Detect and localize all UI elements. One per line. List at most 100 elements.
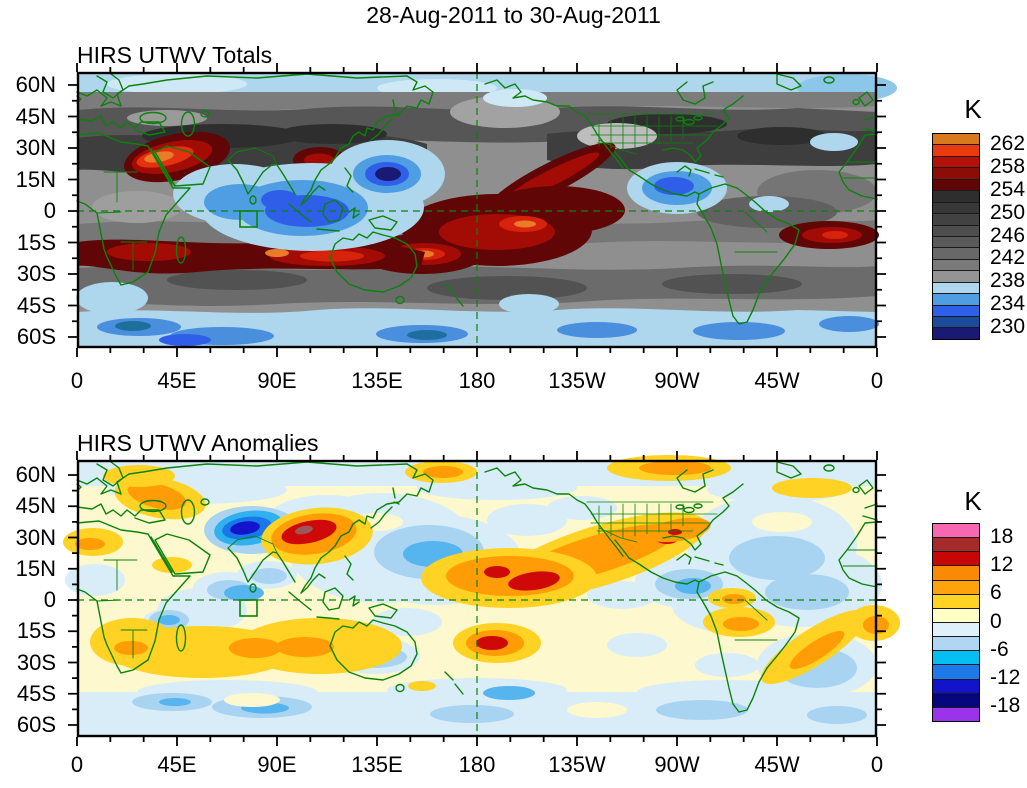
anomalies-map bbox=[63, 451, 900, 746]
colorbar-cell bbox=[933, 679, 979, 694]
colorbar-tick-label: 18 bbox=[990, 525, 1014, 549]
colorbar-cell bbox=[933, 707, 979, 721]
colorbar-cell bbox=[933, 259, 979, 272]
colorbar-cell bbox=[933, 168, 979, 180]
axis-ticks bbox=[68, 451, 886, 746]
colorbar-cell bbox=[933, 608, 979, 623]
lat-tick-label: 15S bbox=[16, 229, 56, 255]
colorbar-cell bbox=[933, 665, 979, 680]
anomalies-contour-fills bbox=[63, 455, 900, 737]
colorbar-cell bbox=[933, 271, 979, 283]
colorbar-tick-label: 6 bbox=[990, 581, 1002, 605]
colorbar-cell bbox=[933, 248, 979, 260]
lat-tick-label: 30S bbox=[16, 649, 56, 675]
colorbar-cell bbox=[933, 566, 979, 581]
colorbar-cell bbox=[933, 282, 979, 295]
lon-tick-label: 180 bbox=[458, 368, 496, 393]
panel-title-totals: HIRS UTWV Totals bbox=[77, 42, 273, 68]
lat-tick-label: 15S bbox=[16, 618, 56, 644]
lon-tick-label: 0 bbox=[870, 752, 884, 777]
lon-tick-label: 45E bbox=[157, 368, 197, 393]
lat-tick-label: 45N bbox=[15, 103, 56, 129]
colorbar-cell bbox=[933, 179, 979, 192]
colorbar-cell bbox=[933, 145, 979, 157]
colorbar-cell bbox=[933, 524, 979, 539]
lat-tick-label: 60N bbox=[15, 72, 56, 97]
colorbar-tick-label: 230 bbox=[990, 314, 1026, 338]
totals-map bbox=[68, 63, 897, 357]
map-artifact-square bbox=[239, 599, 258, 617]
lat-tick-label: 60N bbox=[15, 462, 56, 487]
colorbar-units-totals: K bbox=[964, 94, 982, 124]
colorbar-cell bbox=[933, 594, 979, 609]
colorbar-cell bbox=[933, 305, 979, 317]
colorbar-tick-label: 246 bbox=[990, 223, 1026, 247]
lat-tick-label: 45S bbox=[16, 680, 56, 706]
figure-title: 28-Aug-2011 to 30-Aug-2011 bbox=[366, 2, 661, 28]
colorbar-cell bbox=[933, 156, 979, 169]
colorbar-cell bbox=[933, 225, 979, 237]
lat-tick-label: 30S bbox=[16, 261, 56, 286]
colorbar-cell bbox=[933, 552, 979, 567]
lon-tick-label: 45E bbox=[157, 752, 197, 777]
lon-tick-label: 90E bbox=[257, 368, 297, 393]
lat-tick-label: 0 bbox=[43, 587, 56, 612]
totals-reference-lines bbox=[77, 72, 877, 348]
colorbar-tick-label: -18 bbox=[990, 693, 1021, 717]
colorbar-tick-label: 242 bbox=[990, 246, 1026, 270]
lon-tick-label: 0 bbox=[870, 368, 884, 393]
lon-tick-label: 180 bbox=[458, 752, 496, 777]
lon-tick-label: 135E bbox=[351, 368, 403, 393]
totals-contour-fills bbox=[76, 72, 897, 348]
lon-tick-label: 135W bbox=[548, 368, 606, 393]
colorbar-tick-label: 262 bbox=[990, 132, 1026, 156]
lon-tick-label: 45W bbox=[754, 368, 800, 393]
lat-tick-label: 30N bbox=[15, 524, 56, 550]
colorbar-tick-label: -12 bbox=[990, 665, 1021, 689]
lat-tick-label: 0 bbox=[43, 198, 56, 223]
colorbar-tick-label: 254 bbox=[990, 177, 1026, 201]
colorbar-tick-label: 12 bbox=[990, 553, 1014, 577]
colorbar-totals bbox=[932, 133, 980, 340]
colorbar-cell bbox=[933, 637, 979, 652]
panel-title-anomalies: HIRS UTWV Anomalies bbox=[77, 430, 319, 456]
colorbar-cell bbox=[933, 622, 979, 638]
axis-ticks bbox=[68, 63, 886, 357]
lat-tick-label: 60S bbox=[16, 324, 56, 349]
colorbar-anomalies bbox=[932, 523, 980, 722]
plot-frame bbox=[76, 459, 878, 738]
lon-tick-label: 0 bbox=[70, 368, 84, 393]
colorbar-cell bbox=[933, 294, 979, 306]
colorbar-cell bbox=[933, 202, 979, 215]
colorbar-tick-label: 234 bbox=[990, 291, 1026, 315]
lat-tick-label: 60S bbox=[16, 712, 56, 737]
colorbar-tick-label: 238 bbox=[990, 269, 1026, 293]
colorbar-units-anomalies: K bbox=[964, 486, 982, 516]
colorbar-tick-label: 258 bbox=[990, 155, 1026, 179]
colorbar-cell bbox=[933, 214, 979, 226]
colorbar-cell bbox=[933, 580, 979, 595]
colorbar-tick-label: -6 bbox=[990, 637, 1009, 661]
plot-frame bbox=[76, 71, 878, 349]
colorbar-cell bbox=[933, 134, 979, 146]
colorbar-cell bbox=[933, 317, 979, 329]
colorbar-cell bbox=[933, 538, 979, 553]
lat-tick-label: 15N bbox=[15, 166, 56, 192]
lon-tick-label: 90W bbox=[654, 368, 700, 393]
lat-tick-label: 30N bbox=[15, 135, 56, 160]
lat-tick-label: 45N bbox=[15, 493, 56, 519]
lon-tick-label: 135E bbox=[351, 752, 403, 777]
lon-tick-label: 0 bbox=[70, 752, 84, 777]
lat-tick-label: 45S bbox=[16, 292, 56, 318]
lat-tick-label: 15N bbox=[15, 555, 56, 581]
lon-tick-label: 45W bbox=[754, 752, 800, 777]
colorbar-cell bbox=[933, 236, 979, 249]
map-artifact-square bbox=[239, 210, 258, 228]
colorbar-cell bbox=[933, 328, 979, 339]
colorbar-tick-label: 0 bbox=[990, 609, 1002, 633]
lon-tick-label: 90E bbox=[257, 752, 297, 777]
lon-tick-label: 90W bbox=[654, 752, 700, 777]
colorbar-cell bbox=[933, 191, 979, 203]
anomalies-reference-lines bbox=[77, 460, 877, 737]
lon-tick-label: 135W bbox=[548, 752, 606, 777]
